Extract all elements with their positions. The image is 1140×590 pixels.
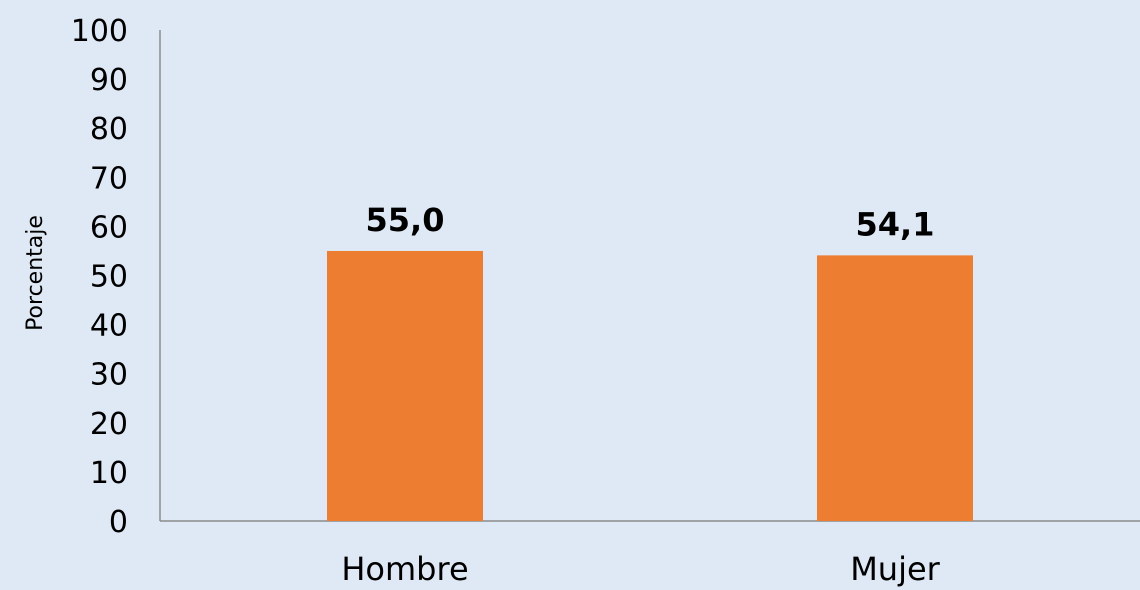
y-axis-title: Porcentaje	[23, 215, 48, 331]
bar-hombre	[327, 250, 483, 521]
y-tick-label: 90	[90, 63, 128, 98]
y-tick-label: 20	[90, 407, 128, 442]
bars	[327, 250, 973, 521]
y-axis-title-group: Porcentaje	[23, 215, 48, 331]
category-label: Mujer	[850, 550, 940, 588]
y-tick-label: 40	[90, 309, 128, 344]
category-labels: Hombre Mujer	[341, 550, 940, 588]
y-tick-label: 80	[90, 112, 128, 147]
y-tick-label: 10	[90, 456, 128, 491]
y-tick-label: 70	[90, 161, 128, 196]
y-tick-label: 0	[109, 505, 128, 540]
y-tick-label: 60	[90, 210, 128, 245]
y-tick-label: 100	[71, 14, 128, 49]
data-label: 55,0	[366, 201, 445, 239]
y-tick-labels: 0 10 20 30 40 50 60 70 80 90 100	[71, 14, 128, 540]
data-labels: 55,0 54,1	[366, 201, 935, 243]
data-label: 54,1	[856, 205, 935, 243]
category-label: Hombre	[341, 550, 468, 588]
axes	[159, 30, 1140, 522]
y-tick-label: 30	[90, 358, 128, 393]
bar-mujer	[817, 255, 973, 521]
y-tick-label: 50	[90, 260, 128, 295]
